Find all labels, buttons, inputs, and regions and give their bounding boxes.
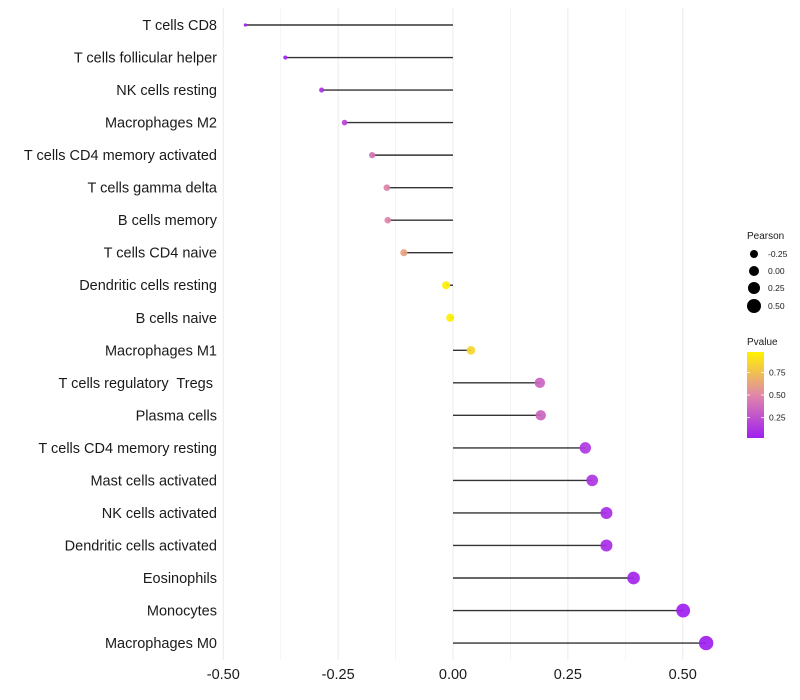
pvalue-colorbar (747, 352, 764, 438)
legend-size-label: 0.25 (768, 283, 785, 293)
x-tick-label: -0.25 (322, 667, 355, 683)
lollipop-point (369, 151, 376, 159)
y-tick-label: Dendritic cells resting (79, 278, 217, 294)
lollipop-point (466, 345, 476, 355)
legend-pearson: Pearson -0.25 0.00 0.25 0.50 (747, 231, 788, 313)
y-tick-label: Monocytes (147, 604, 217, 620)
y-tick-label: Macrophages M2 (105, 116, 217, 132)
y-tick-label: Macrophages M0 (105, 636, 217, 652)
x-axis-tick-labels: -0.50 -0.25 0.00 0.25 0.50 (207, 667, 697, 683)
y-axis-labels: T cells CD8 T cells follicular helper NK c… (24, 18, 218, 652)
x-tick-label: 0.25 (554, 667, 582, 683)
x-tick-label: 0.50 (669, 667, 697, 683)
y-tick-label: Dendritic cells activated (65, 538, 217, 554)
legend-color-label: 0.25 (769, 413, 786, 423)
lollipop-point (586, 474, 599, 487)
lollipop-point (283, 55, 288, 60)
lollipop-point (383, 184, 391, 191)
lollipop-point (243, 23, 247, 27)
y-tick-label: NK cells resting (116, 83, 217, 99)
legend-color-label: 0.50 (769, 390, 786, 400)
y-tick-label: T cells CD4 memory activated (24, 148, 217, 164)
y-tick-label: T cells CD4 naive (104, 246, 217, 262)
segments (245, 24, 707, 644)
y-tick-label: Plasma cells (136, 408, 217, 424)
legend-size-label: -0.25 (768, 249, 788, 259)
lollipop-point (676, 603, 691, 618)
y-tick-label: Macrophages M1 (105, 343, 217, 359)
x-tick-label: -0.50 (207, 667, 240, 683)
y-tick-label: Eosinophils (143, 571, 217, 587)
lollipop-point (535, 410, 546, 421)
legend-size-key (750, 250, 758, 258)
lollipop-point (698, 635, 714, 651)
points (243, 23, 714, 651)
legend-size-key (747, 299, 761, 313)
legend-size-label: 0.50 (768, 301, 785, 311)
legend-pvalue: Pvalue 0.75 0.50 0.25 (747, 337, 786, 438)
legend-size-key (748, 282, 760, 294)
lollipop-point (600, 539, 613, 552)
lollipop-point (534, 377, 546, 389)
grid-lines (222, 8, 684, 660)
lollipop-point (341, 119, 348, 126)
lollipop-point (579, 442, 592, 454)
legend-color-label: 0.75 (769, 367, 786, 377)
lollipop-point (319, 87, 325, 93)
y-tick-label: T cells follicular helper (74, 51, 217, 67)
y-tick-label: B cells memory (118, 213, 218, 229)
y-tick-label: B cells naive (136, 311, 217, 327)
y-tick-label: Mast cells activated (90, 473, 217, 489)
lollipop-point (446, 313, 455, 322)
lollipop-point (400, 249, 408, 257)
y-tick-label: T cells CD8 (142, 18, 217, 34)
y-tick-label: T cells regulatory Tregs (59, 376, 218, 392)
lollipop-point (442, 281, 451, 290)
y-tick-label: T cells CD4 memory resting (38, 441, 217, 457)
legend-size-label: 0.00 (768, 266, 785, 276)
legend-size-key (749, 266, 759, 276)
legend-pvalue-title: Pvalue (747, 337, 778, 348)
y-tick-label: T cells gamma delta (88, 181, 218, 197)
lollipop-point (627, 571, 640, 585)
lollipop-point (600, 506, 613, 519)
lollipop-point (384, 216, 392, 224)
x-tick-label: 0.00 (439, 667, 467, 683)
y-tick-label: NK cells activated (102, 506, 217, 522)
legend-pearson-title: Pearson (747, 231, 784, 242)
